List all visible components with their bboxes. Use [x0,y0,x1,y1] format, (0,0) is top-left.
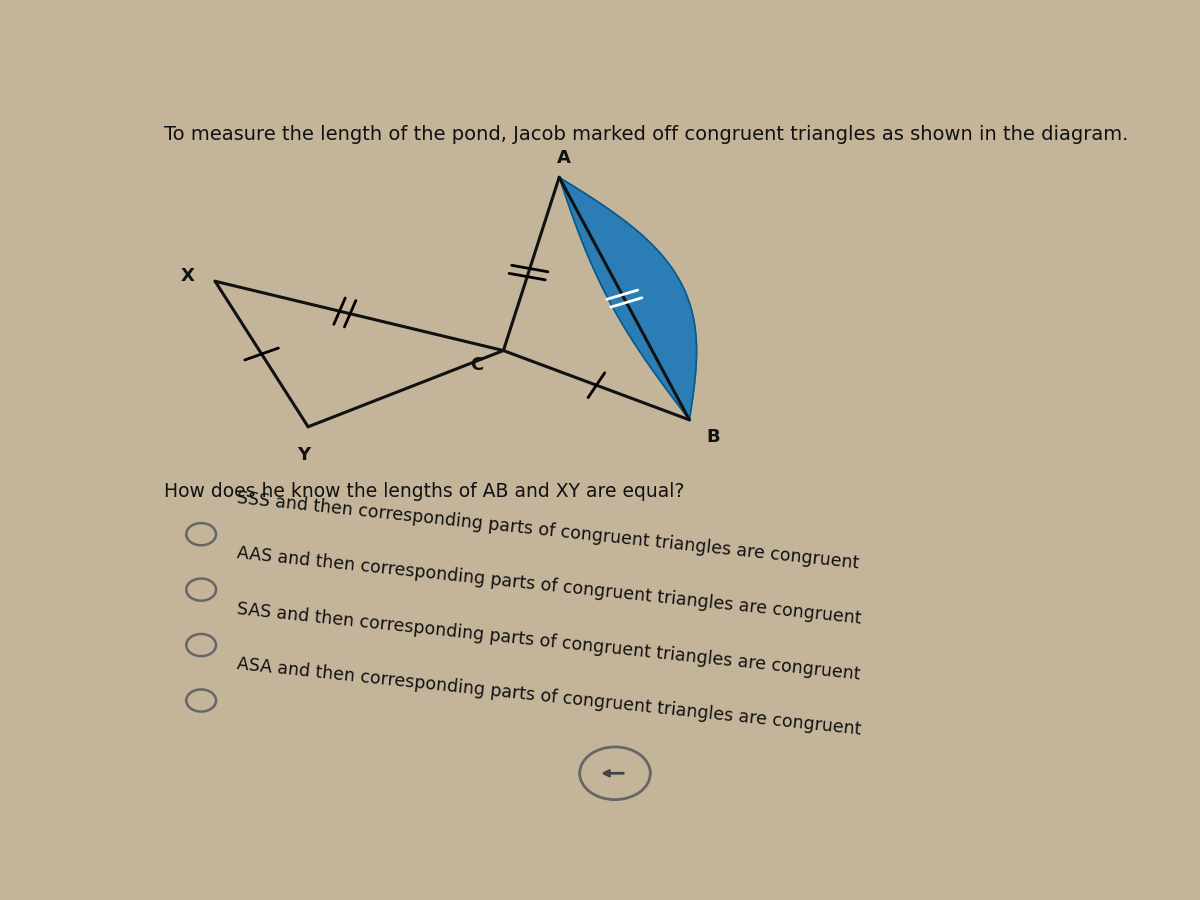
Text: To measure the length of the pond, Jacob marked off congruent triangles as shown: To measure the length of the pond, Jacob… [164,125,1128,144]
Text: Y: Y [296,446,310,464]
Text: How does he know the lengths of AB and XY are equal?: How does he know the lengths of AB and X… [164,482,684,501]
Text: SSS and then corresponding parts of congruent triangles are congruent: SSS and then corresponding parts of cong… [236,489,860,572]
Text: A: A [557,148,571,166]
Text: C: C [469,356,482,374]
Text: AAS and then corresponding parts of congruent triangles are congruent: AAS and then corresponding parts of cong… [236,544,863,628]
Text: ASA and then corresponding parts of congruent triangles are congruent: ASA and then corresponding parts of cong… [236,655,863,739]
Polygon shape [559,177,696,419]
Text: SAS and then corresponding parts of congruent triangles are congruent: SAS and then corresponding parts of cong… [236,600,862,683]
Text: X: X [181,266,194,284]
Text: B: B [706,428,720,446]
